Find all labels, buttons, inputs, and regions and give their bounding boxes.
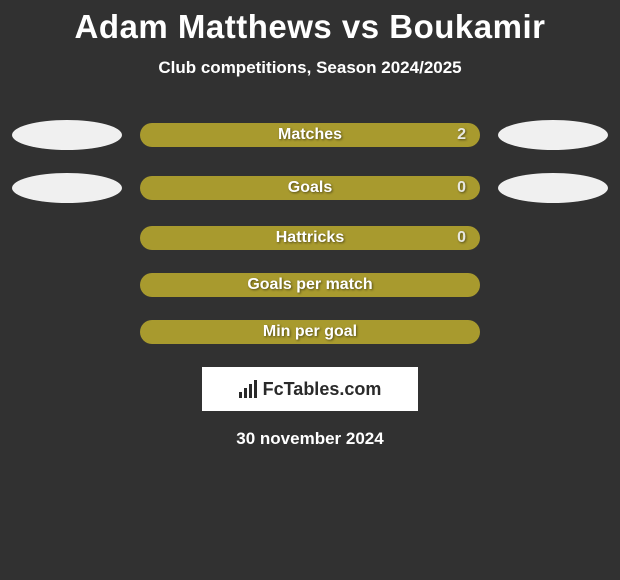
comparison-widget: Adam Matthews vs Boukamir Club competiti… (0, 0, 620, 449)
stat-label: Hattricks (276, 229, 344, 247)
logo-content: FcTables.com (239, 379, 382, 400)
footer-date: 30 november 2024 (0, 429, 620, 449)
player-right-bubble (498, 120, 608, 150)
stats-container: Matches 2 Goals 0 Hattricks 0 Goals per match M… (0, 120, 620, 344)
player-left-bubble (12, 120, 122, 150)
stat-bar: Hattricks 0 (140, 226, 480, 250)
stat-bar: Goals per match (140, 273, 480, 297)
player-right-bubble (498, 173, 608, 203)
stat-row: Hattricks 0 (0, 226, 620, 250)
stat-row: Matches 2 (0, 120, 620, 150)
stat-label: Matches (278, 126, 342, 144)
page-subtitle: Club competitions, Season 2024/2025 (0, 58, 620, 78)
stat-row: Goals 0 (0, 173, 620, 203)
stat-bar: Min per goal (140, 320, 480, 344)
stat-label: Goals per match (247, 276, 372, 294)
stat-label: Goals (288, 179, 332, 197)
stat-value: 2 (457, 126, 466, 144)
stat-row: Min per goal (0, 320, 620, 344)
stat-value: 0 (457, 229, 466, 247)
logo-text: FcTables.com (263, 379, 382, 400)
stat-value: 0 (457, 179, 466, 197)
page-title: Adam Matthews vs Boukamir (0, 8, 620, 46)
stat-bar: Matches 2 (140, 123, 480, 147)
bar-chart-icon (239, 380, 257, 398)
stat-label: Min per goal (263, 323, 357, 341)
logo-box[interactable]: FcTables.com (202, 367, 418, 411)
player-left-bubble (12, 173, 122, 203)
stat-row: Goals per match (0, 273, 620, 297)
stat-bar: Goals 0 (140, 176, 480, 200)
